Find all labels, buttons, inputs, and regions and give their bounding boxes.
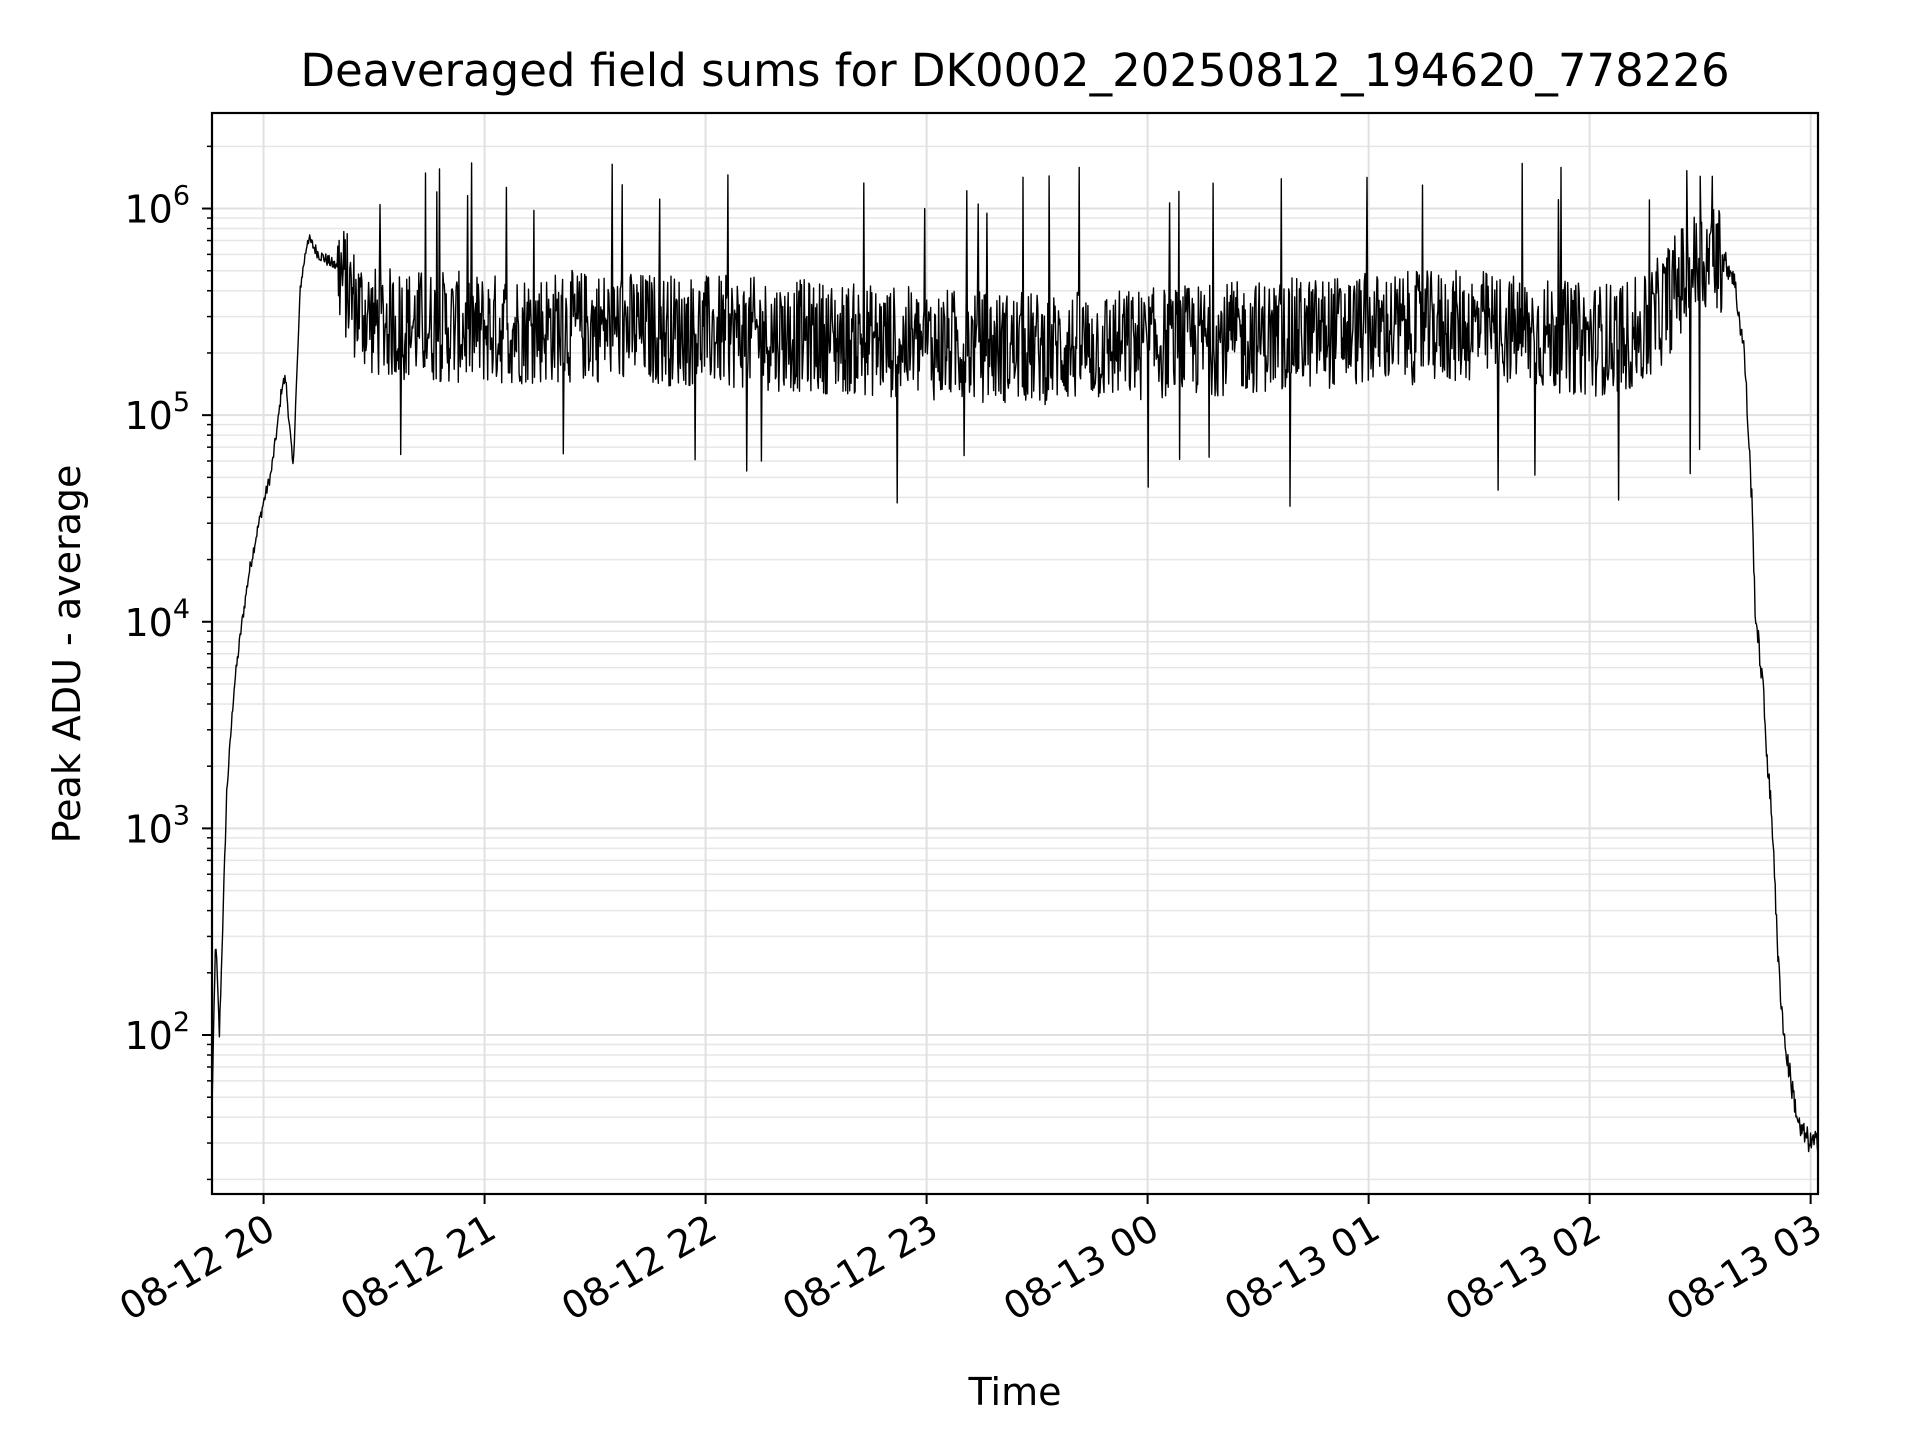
x-tick-label: 08-13 00 — [996, 1206, 1166, 1330]
x-tick-label: 08-12 22 — [554, 1206, 724, 1330]
x-tick-label: 08-13 03 — [1659, 1206, 1829, 1330]
x-tick-label: 08-13 01 — [1217, 1206, 1387, 1330]
y-tick-label: 103 — [124, 800, 190, 851]
x-tick-label: 08-12 23 — [775, 1206, 945, 1330]
chart-title: Deaveraged field sums for DK0002_2025081… — [300, 44, 1729, 97]
x-tick-label: 08-12 20 — [112, 1206, 282, 1330]
x-tick-label: 08-12 21 — [333, 1206, 503, 1330]
y-axis-label: Peak ADU - average — [45, 465, 89, 844]
y-tick-label: 106 — [124, 181, 190, 232]
x-axis-label: Time — [968, 1370, 1062, 1414]
x-tick-labels: 08-12 20 08-12 21 08-12 22 08-12 23 08-13 00… — [112, 1206, 1829, 1330]
grid — [212, 113, 1818, 1194]
series-layer — [211, 162, 1819, 1155]
x-tick-label: 08-13 02 — [1438, 1206, 1608, 1330]
axis-ticks — [202, 145, 1812, 1204]
y-tick-label: 104 — [124, 594, 190, 645]
y-tick-labels: 102 103 104 105 106 — [124, 181, 190, 1058]
y-tick-label: 102 — [124, 1007, 190, 1058]
series-line — [211, 162, 1819, 1155]
y-tick-label: 105 — [124, 387, 190, 438]
